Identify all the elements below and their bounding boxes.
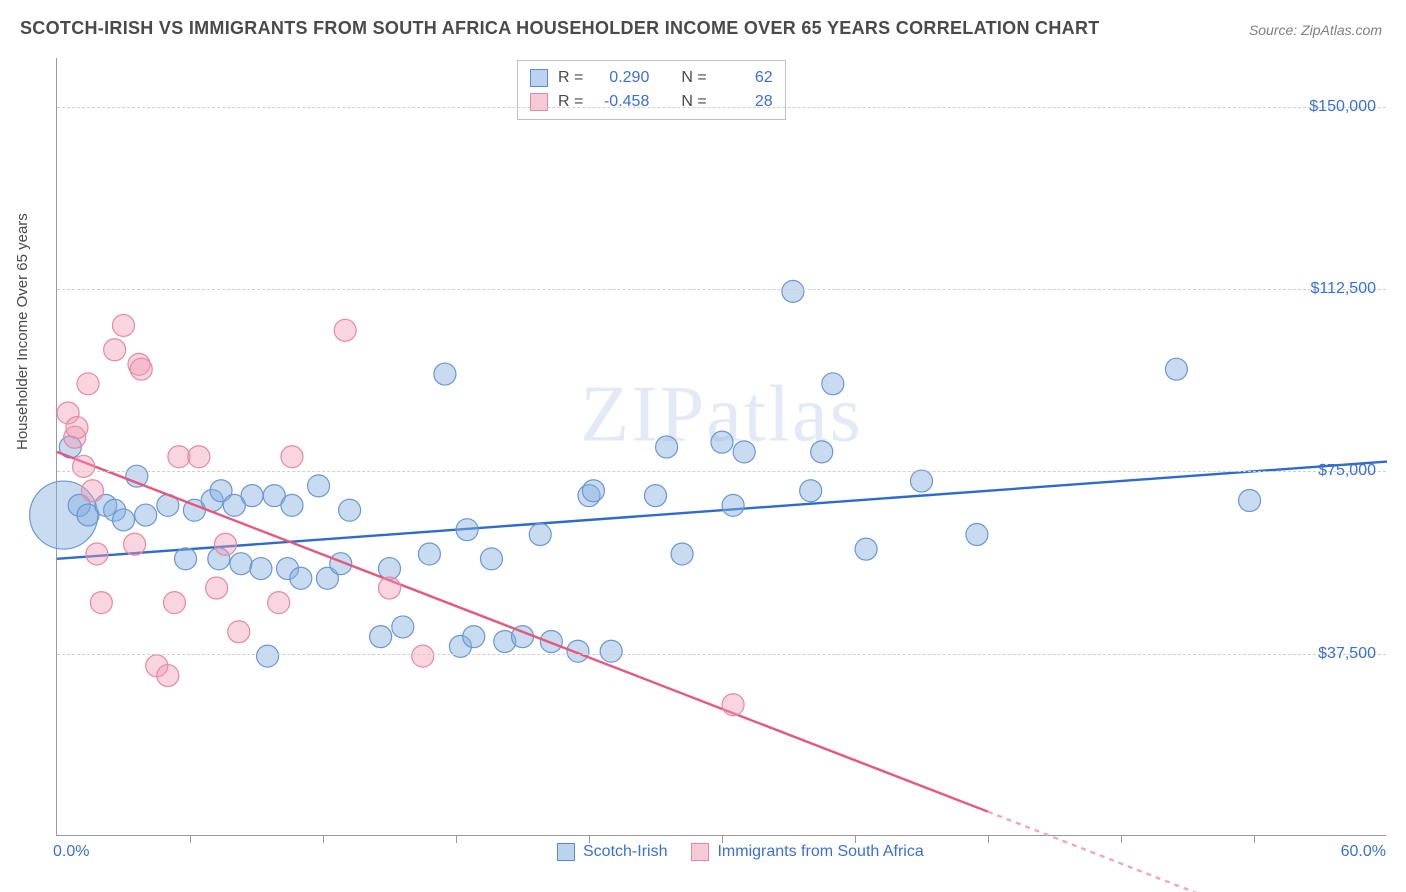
scatter-point <box>104 339 126 361</box>
scatter-point <box>800 480 822 502</box>
scatter-point <box>463 626 485 648</box>
legend-swatch-pink <box>691 843 709 861</box>
x-axis-max-label: 60.0% <box>1341 843 1386 861</box>
scatter-point <box>811 441 833 463</box>
scatter-point <box>733 441 755 463</box>
legend-item-series1: Scotch-Irish <box>557 843 667 861</box>
scatter-point <box>206 577 228 599</box>
scatter-point <box>480 548 502 570</box>
gridline <box>57 654 1386 655</box>
bottom-legend: Scotch-Irish Immigrants from South Afric… <box>557 843 924 861</box>
scatter-point <box>113 509 135 531</box>
y-axis-label: Householder Income Over 65 years <box>14 213 31 450</box>
scatter-point <box>281 494 303 516</box>
scatter-point <box>250 558 272 580</box>
scatter-svg <box>57 58 1386 835</box>
scatter-point <box>81 480 103 502</box>
scatter-point <box>241 485 263 507</box>
scatter-point <box>379 577 401 599</box>
scatter-point <box>434 363 456 385</box>
gridline <box>57 471 1386 472</box>
scatter-point <box>257 645 279 667</box>
chart-title: SCOTCH-IRISH VS IMMIGRANTS FROM SOUTH AF… <box>20 18 1100 39</box>
scatter-point <box>456 519 478 541</box>
scatter-point <box>711 431 733 453</box>
scatter-point <box>911 470 933 492</box>
scatter-point <box>966 524 988 546</box>
scatter-point <box>230 553 252 575</box>
plot-area: ZIPatlas R = 0.290 N = 62 R = -0.458 N =… <box>56 58 1386 836</box>
y-tick-label: $75,000 <box>1318 462 1376 480</box>
x-tick <box>1121 835 1122 843</box>
gridline <box>57 289 1386 290</box>
scatter-point <box>228 621 250 643</box>
legend-label-series1: Scotch-Irish <box>583 843 667 861</box>
scatter-point <box>1165 358 1187 380</box>
legend-item-series2: Immigrants from South Africa <box>691 843 923 861</box>
trend-line-extrapolated <box>988 812 1387 892</box>
scatter-point <box>722 494 744 516</box>
x-tick <box>589 835 590 843</box>
scatter-point <box>671 543 693 565</box>
scatter-point <box>77 373 99 395</box>
scatter-point <box>418 543 440 565</box>
scatter-point <box>645 485 667 507</box>
x-tick <box>190 835 191 843</box>
gridline <box>57 107 1386 108</box>
legend-label-series2: Immigrants from South Africa <box>717 843 923 861</box>
scatter-point <box>308 475 330 497</box>
x-tick <box>323 835 324 843</box>
scatter-point <box>157 665 179 687</box>
scatter-point <box>412 645 434 667</box>
x-tick <box>456 835 457 843</box>
scatter-point <box>722 694 744 716</box>
source-attribution: Source: ZipAtlas.com <box>1249 22 1382 38</box>
x-tick <box>855 835 856 843</box>
scatter-point <box>175 548 197 570</box>
x-axis-min-label: 0.0% <box>53 843 89 861</box>
scatter-point <box>168 446 190 468</box>
scatter-point <box>268 592 290 614</box>
scatter-point <box>1239 489 1261 511</box>
scatter-point <box>656 436 678 458</box>
scatter-point <box>214 533 236 555</box>
y-tick-label: $112,500 <box>1310 280 1376 298</box>
scatter-point <box>370 626 392 648</box>
x-tick <box>722 835 723 843</box>
scatter-point <box>73 455 95 477</box>
scatter-point <box>281 446 303 468</box>
scatter-point <box>113 314 135 336</box>
scatter-point <box>130 358 152 380</box>
scatter-point <box>822 373 844 395</box>
scatter-point <box>540 631 562 653</box>
scatter-point <box>66 417 88 439</box>
y-tick-label: $37,500 <box>1318 645 1376 663</box>
trend-line <box>57 452 988 812</box>
scatter-point <box>334 319 356 341</box>
scatter-point <box>392 616 414 638</box>
scatter-point <box>855 538 877 560</box>
trend-line <box>57 462 1387 559</box>
scatter-point <box>86 543 108 565</box>
scatter-point <box>290 567 312 589</box>
scatter-point <box>600 640 622 662</box>
scatter-point <box>529 524 551 546</box>
scatter-point <box>188 446 210 468</box>
scatter-point <box>582 480 604 502</box>
scatter-point <box>135 504 157 526</box>
scatter-point <box>124 533 146 555</box>
x-tick <box>988 835 989 843</box>
y-tick-label: $150,000 <box>1309 98 1376 116</box>
x-tick <box>1254 835 1255 843</box>
legend-swatch-blue <box>557 843 575 861</box>
scatter-point <box>782 280 804 302</box>
scatter-point <box>163 592 185 614</box>
scatter-point <box>339 499 361 521</box>
scatter-point <box>90 592 112 614</box>
